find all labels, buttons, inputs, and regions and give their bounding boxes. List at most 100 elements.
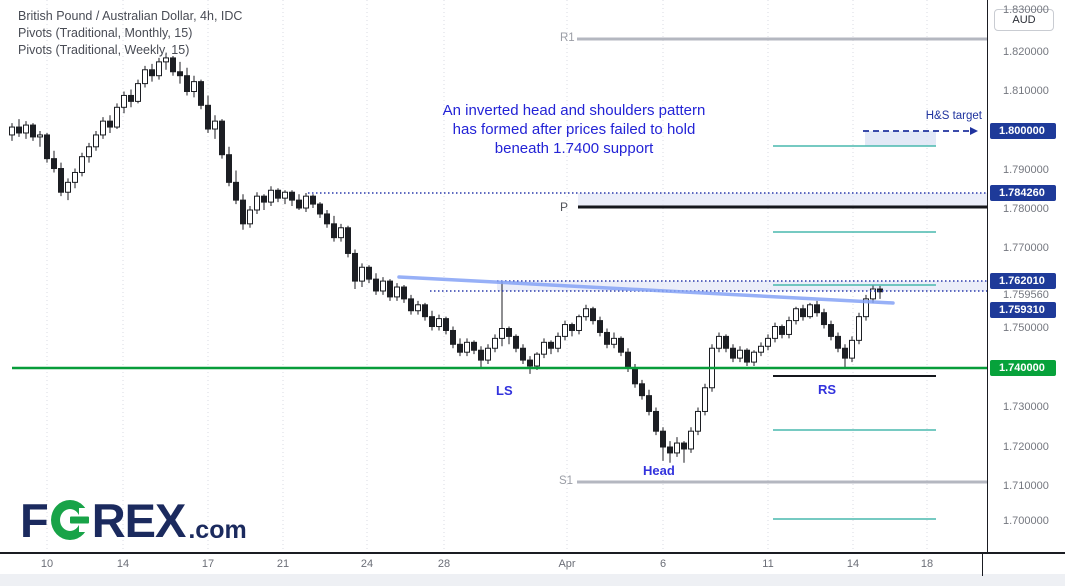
candle[interactable] [338,223,344,242]
candle[interactable] [667,441,673,463]
candle[interactable] [128,89,134,108]
candle[interactable] [296,194,302,210]
candle[interactable] [646,389,652,416]
candle[interactable] [16,119,22,137]
candle[interactable] [261,194,267,210]
candle[interactable] [450,326,456,349]
candle[interactable] [744,348,750,367]
candle[interactable] [807,302,813,319]
candle[interactable] [499,281,505,347]
candle[interactable] [107,115,113,133]
candle[interactable] [569,322,575,337]
candle[interactable] [247,206,253,228]
candle[interactable] [191,75,197,98]
candle[interactable] [828,320,834,341]
candle[interactable] [786,316,792,339]
right-shoulder-label[interactable]: RS [818,382,837,397]
candle[interactable] [44,132,50,163]
candle[interactable] [184,67,190,96]
candle[interactable] [604,328,610,349]
candle[interactable] [135,79,141,104]
candle[interactable] [233,170,239,205]
candle[interactable] [716,332,722,353]
candle[interactable] [674,437,680,457]
candle[interactable] [331,215,337,242]
symbol-title[interactable]: British Pound / Australian Dollar, 4h, I… [18,9,243,23]
candle[interactable] [380,277,386,295]
candle[interactable] [506,326,512,345]
candle[interactable] [23,121,29,139]
candle[interactable] [79,152,85,177]
candle[interactable] [513,334,519,353]
candle[interactable] [618,336,624,357]
candle[interactable] [394,283,400,301]
candle[interactable] [366,265,372,284]
candle[interactable] [205,95,211,133]
head-label[interactable]: Head [643,463,675,478]
indicator-pivots-weekly[interactable]: Pivots (Traditional, Weekly, 15) [18,43,190,57]
candle[interactable] [170,55,176,76]
candle[interactable] [303,193,309,212]
neckline-trendline[interactable] [397,275,895,305]
candle[interactable] [702,383,708,416]
candle[interactable] [415,300,421,315]
candle[interactable] [583,304,589,321]
candle[interactable] [51,150,57,173]
candle[interactable] [317,202,323,218]
candle[interactable] [282,190,288,205]
candle[interactable] [289,190,295,207]
hs-target-label[interactable]: H&S target [925,110,982,122]
candle[interactable] [401,285,407,303]
candle[interactable] [737,346,743,363]
candle[interactable] [198,79,204,110]
candle[interactable] [345,225,351,258]
candle[interactable] [688,427,694,453]
candle[interactable] [275,188,281,203]
candle[interactable] [653,407,659,436]
candle[interactable] [821,308,827,329]
candle[interactable] [527,356,533,374]
candle[interactable] [471,340,477,355]
price-chart-canvas[interactable] [0,0,987,552]
candle[interactable] [387,279,393,301]
candle[interactable] [310,194,316,209]
candle[interactable] [863,294,869,321]
candle[interactable] [597,316,603,337]
candle[interactable] [219,119,225,159]
candle[interactable] [492,334,498,353]
candle[interactable] [800,304,806,321]
time-axis[interactable]: 10 14 17 21 24 28 Apr 6 11 14 18 [0,552,1065,576]
candle[interactable] [849,336,855,363]
candle[interactable] [408,294,414,315]
candle[interactable] [240,194,246,230]
candle[interactable] [576,314,582,335]
candle[interactable] [30,123,36,141]
candle[interactable] [457,338,463,357]
candle[interactable] [177,61,183,84]
candle[interactable] [436,314,442,331]
candle[interactable] [422,302,428,321]
candle[interactable] [485,344,491,365]
candle[interactable] [149,63,155,82]
candle[interactable] [464,338,470,357]
chart-pane[interactable]: British Pound / Australian Dollar, 4h, I… [0,0,987,552]
candle[interactable] [373,273,379,295]
candle[interactable] [835,332,841,353]
candle[interactable] [9,123,15,141]
candle[interactable] [639,379,645,400]
candle[interactable] [86,142,92,163]
candle[interactable] [779,324,785,339]
candle[interactable] [814,300,820,317]
indicator-pivots-monthly[interactable]: Pivots (Traditional, Monthly, 15) [18,26,193,40]
candle[interactable] [359,263,365,288]
candle[interactable] [730,344,736,363]
analysis-annotation[interactable]: An inverted head and shoulders pattern h… [402,101,746,158]
candle[interactable] [611,332,617,349]
candle[interactable] [765,334,771,351]
candle[interactable] [555,332,561,353]
candle[interactable] [324,210,330,228]
candle[interactable] [590,306,596,325]
price-axis[interactable]: AUD 1.830000 1.820000 1.810000 1.800000 1.79… [987,0,1065,552]
candle[interactable] [58,162,64,197]
candle[interactable] [163,53,169,70]
